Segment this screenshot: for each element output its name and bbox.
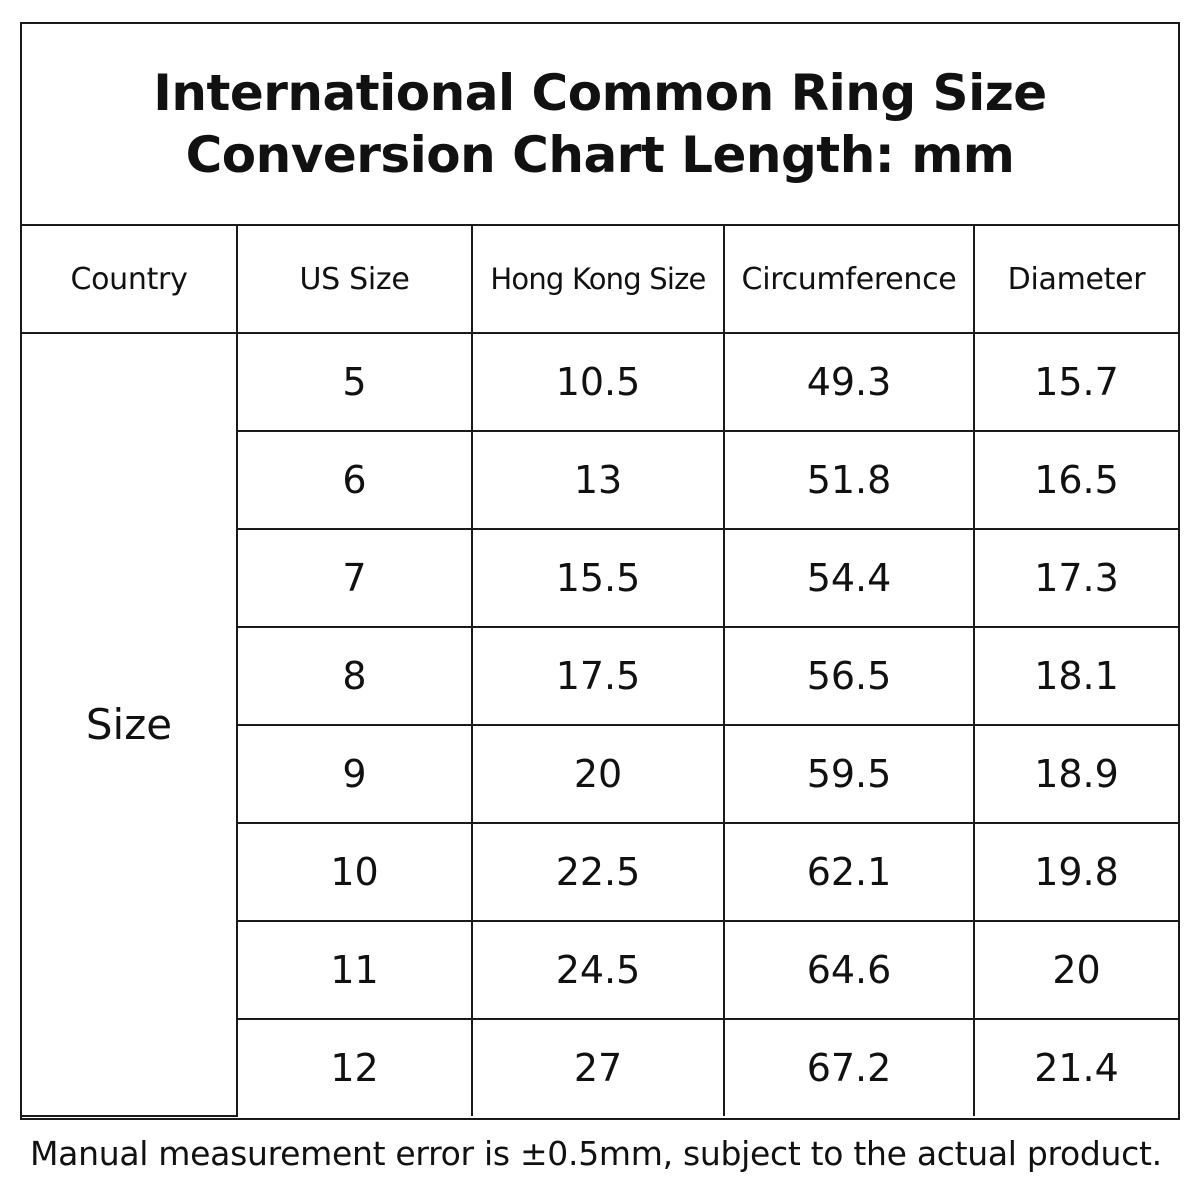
size-table: Country US Size Hong Kong Size Circumfer… [22,226,1178,1117]
us-size-cell: 12 [237,1018,473,1116]
diameter-cell: 20 [973,920,1178,1020]
table-row: 8 17.5 56.5 18.1 [22,626,1178,726]
table-row: 9 20 59.5 18.9 [22,724,1178,824]
us-size-cell: 8 [237,626,473,726]
header-us-size: US Size [236,226,473,334]
us-size-cell: 9 [237,724,473,824]
header-circumference: Circumference [723,226,975,334]
diameter-cell: 21.4 [973,1018,1178,1116]
us-size-cell: 11 [237,920,473,1020]
circumference-cell: 49.3 [723,332,975,432]
title-line-2: Conversion Chart Length: mm [185,126,1015,184]
circumference-cell: 54.4 [723,528,975,628]
title-line-1: International Common Ring Size [153,64,1047,122]
hong-kong-size-cell: 20 [471,724,725,824]
header-row: Country US Size Hong Kong Size Circumfer… [22,226,1178,334]
us-size-cell: 10 [237,822,473,922]
table-row: Size 5 10.5 49.3 15.7 [22,332,1178,1117]
circumference-cell: 56.5 [723,626,975,726]
table-row: 10 22.5 62.1 19.8 [22,822,1178,922]
us-size-cell: 7 [237,528,473,628]
hong-kong-size-cell: 10.5 [471,332,725,432]
diameter-cell: 19.8 [973,822,1178,922]
hong-kong-size-cell: 22.5 [471,822,725,922]
diameter-cell: 18.9 [973,724,1178,824]
circumference-cell: 59.5 [723,724,975,824]
hong-kong-size-cell: 15.5 [471,528,725,628]
size-chart: International Common Ring Size Conversio… [20,22,1180,1120]
header-diameter: Diameter [973,226,1178,334]
circumference-cell: 62.1 [723,822,975,922]
us-size-cell: 5 [236,332,473,432]
hong-kong-size-cell: 27 [471,1018,725,1116]
diameter-cell: 15.7 [973,332,1178,432]
table-row: 6 13 51.8 16.5 [22,430,1178,530]
row-group-label-size: Size [22,332,238,1117]
table-row: 12 27 67.2 21.4 [22,1018,1178,1116]
us-size-cell: 6 [237,430,473,530]
hong-kong-size-cell: 17.5 [471,626,725,726]
header-country: Country [22,226,238,334]
circumference-cell: 67.2 [723,1018,975,1116]
hong-kong-size-cell: 24.5 [471,920,725,1020]
diameter-cell: 17.3 [973,528,1178,628]
circumference-cell: 64.6 [723,920,975,1020]
table-row: 7 15.5 54.4 17.3 [22,528,1178,628]
circumference-cell: 51.8 [723,430,975,530]
hong-kong-size-cell: 13 [471,430,725,530]
diameter-cell: 18.1 [973,626,1178,726]
chart-title: International Common Ring Size Conversio… [22,24,1178,226]
measurement-footnote: Manual measurement error is ±0.5mm, subj… [30,1134,1162,1173]
table-row: 11 24.5 64.6 20 [22,920,1178,1020]
diameter-cell: 16.5 [973,430,1178,530]
header-hong-kong-size: Hong Kong Size [471,226,725,334]
